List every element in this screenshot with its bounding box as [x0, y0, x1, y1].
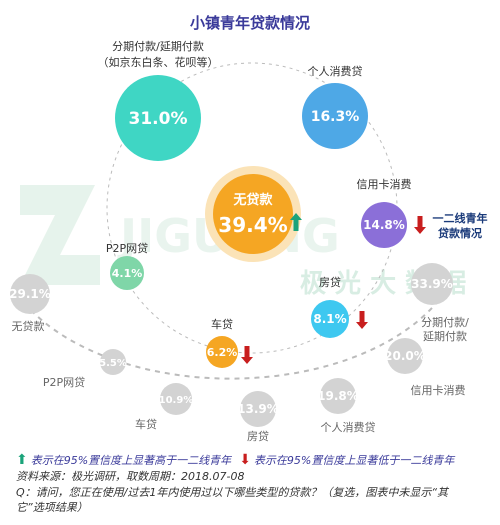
outer-category-label: 分期付款/ — [421, 315, 469, 329]
outer-series-title: 贷款情况 — [438, 226, 482, 240]
outer-value-label: 13.9% — [237, 402, 279, 416]
outer-category-label: 信用卡消费 — [411, 383, 466, 397]
outer-series-title: 一二线青年 — [433, 211, 488, 225]
center-bubble-group: 无贷款 39.4% — [205, 166, 302, 262]
inner-category-label: 分期付款/延期付款 — [112, 39, 204, 53]
inner-value-label: 16.3% — [311, 109, 360, 125]
center-value-label: 39.4% — [218, 213, 287, 237]
inner-category-label: （如京东白条、花呗等） — [98, 55, 219, 69]
jiguang-logo-icon — [20, 185, 100, 285]
inner-bubble-circle — [110, 256, 144, 290]
inner-value-label: 4.1% — [112, 267, 143, 280]
up-arrow-icon — [290, 213, 302, 231]
outer-orbit — [17, 279, 453, 380]
loan-bubble-chart: JIGUANG极 光 大 数 据 29.1%无贷款5.5%P2P网贷10.9%车… — [9, 14, 487, 443]
inner-value-label: 14.8% — [363, 218, 405, 232]
question-line-2: 它”选项结果） — [16, 501, 88, 514]
outer-bubble-circle — [10, 274, 50, 314]
outer-bubble-5: 20.0% 信用卡消费 — [384, 338, 466, 397]
outer-category-label: 延期付款 — [423, 329, 467, 343]
inner-bubble-0: 31.0% 分期付款/延期付款 （如京东白条、花呗等） — [98, 39, 219, 161]
inner-category-label: P2P网贷 — [106, 241, 148, 255]
inner-bubble-circle — [311, 300, 349, 338]
outer-category-label: 房贷 — [247, 429, 269, 443]
outer-bubble-4: 19.8% 个人消费贷 — [317, 378, 376, 434]
outer-value-label: 20.0% — [384, 349, 426, 363]
inner-bubble-2: 14.8% 信用卡消费 — [357, 177, 426, 248]
inner-bubble-1: 16.3% 个人消费贷 — [302, 64, 368, 149]
down-arrow-icon — [241, 346, 253, 364]
down-arrow-icon: ⬇ — [239, 452, 251, 468]
inner-bubble-4: 6.2% 车贷 — [206, 317, 253, 368]
center-bubble — [213, 174, 293, 254]
center-category-label: 无贷款 — [232, 192, 273, 208]
outer-bubble-circle — [160, 383, 192, 415]
up-arrow-icon: ⬆ — [16, 452, 28, 468]
outer-value-label: 10.9% — [159, 395, 194, 406]
inner-category-label: 房贷 — [319, 275, 341, 289]
outer-bubble-2: 10.9%车贷 — [135, 383, 193, 431]
outer-bubble-0: 29.1% 无贷款 — [9, 274, 51, 333]
outer-bubble-6: 33.9% 分期付款/延期付款 — [411, 263, 469, 343]
outer-value-label: 29.1% — [9, 287, 51, 301]
inner-bubble-3: 8.1% 房贷 — [311, 275, 368, 338]
inner-series: 31.0% 分期付款/延期付款 （如京东白条、花呗等） 16.3% 个人消费贷 14.8%… — [98, 39, 426, 368]
inner-value-label: 31.0% — [129, 109, 188, 129]
outer-bubble-circle — [387, 338, 423, 374]
inner-value-label: 6.2% — [207, 346, 238, 359]
inner-category-label: 信用卡消费 — [357, 177, 412, 191]
outer-category-label: 个人消费贷 — [321, 420, 376, 434]
outer-value-label: 19.8% — [317, 389, 359, 403]
inner-bubble-circle — [206, 336, 238, 368]
source-note: 资料来源：极光调研，取数周期：2018.07-08 — [16, 470, 245, 483]
legend-down-text: 表示在95%置信度上显著低于一二线青年 — [253, 454, 455, 467]
legend: ⬆ 表示在95%置信度上显著高于一二线青年 ⬇ 表示在95%置信度上显著低于一二… — [16, 452, 454, 468]
inner-bubble-5: 4.1% P2P网贷 — [106, 241, 148, 290]
outer-category-label: P2P网贷 — [43, 375, 85, 389]
inner-bubble-circle — [361, 202, 407, 248]
inner-category-label: 车贷 — [211, 317, 233, 331]
inner-bubble-circle — [302, 83, 368, 149]
outer-category-label: 车贷 — [135, 417, 157, 431]
outer-bubble-1: 5.5% P2P网贷 — [43, 349, 127, 389]
down-arrow-icon — [356, 311, 368, 329]
outer-bubble-circle — [240, 391, 276, 427]
outer-series: 29.1%无贷款5.5%P2P网贷10.9%车贷13.9%房贷19.8%个人消费… — [9, 211, 487, 443]
outer-bubble-3: 13.9% 房贷 — [237, 391, 279, 443]
inner-category-label: 个人消费贷 — [308, 64, 363, 78]
question-line-1: Q：请问，您正在使用/过去1年内使用过以下哪些类型的贷款？（复选，图表中未显示“… — [16, 486, 449, 499]
legend-up-text: 表示在95%置信度上显著高于一二线青年 — [30, 454, 232, 467]
inner-value-label: 8.1% — [313, 312, 346, 326]
chart-title: 小镇青年贷款情况 — [190, 14, 310, 32]
outer-bubble-circle — [100, 349, 126, 375]
outer-value-label: 5.5% — [99, 358, 127, 369]
down-arrow-icon — [414, 216, 426, 234]
inner-bubble-circle — [115, 75, 201, 161]
outer-category-label: 无贷款 — [12, 319, 45, 333]
outer-bubble-circle — [320, 378, 356, 414]
outer-bubble-circle — [411, 263, 453, 305]
outer-value-label: 33.9% — [411, 277, 453, 291]
